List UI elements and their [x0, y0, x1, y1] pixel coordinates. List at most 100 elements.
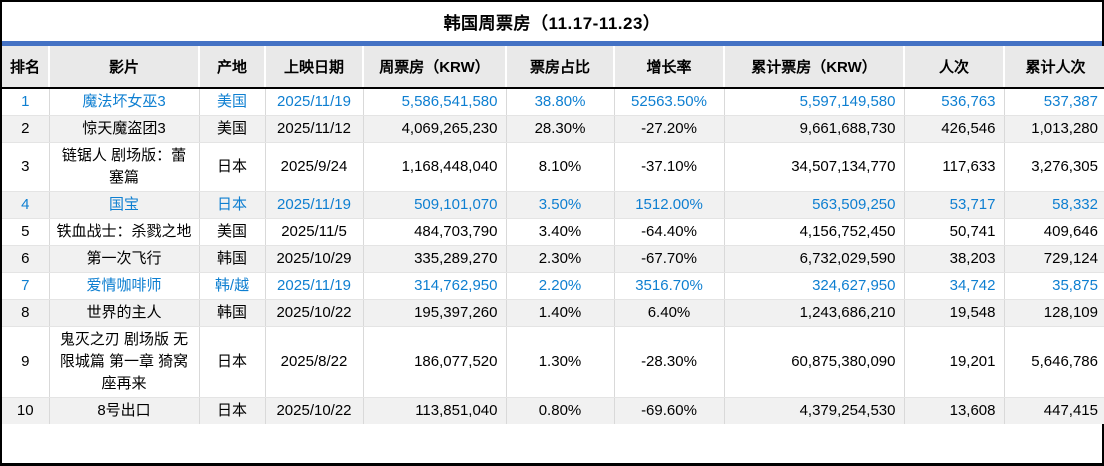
cell-origin[interactable]: 韩国 — [199, 299, 266, 327]
cell-weekly-gross[interactable]: 484,703,790 — [363, 218, 507, 246]
cell-admissions[interactable]: 536,763 — [904, 88, 1005, 116]
cell-origin[interactable]: 日本 — [199, 326, 266, 398]
cell-rank[interactable]: 3 — [2, 142, 50, 192]
column-header-share[interactable]: 票房占比 — [506, 46, 615, 89]
cell-cumulative-admissions[interactable]: 5,646,786 — [1004, 326, 1104, 398]
cell-growth[interactable]: -28.30% — [614, 326, 725, 398]
cell-rank[interactable]: 2 — [2, 115, 50, 143]
cell-share[interactable]: 3.50% — [506, 191, 615, 219]
cell-release-date[interactable]: 2025/11/12 — [265, 115, 364, 143]
cell-film[interactable]: 铁血战士：杀戮之地 — [49, 218, 200, 246]
cell-admissions[interactable]: 426,546 — [904, 115, 1005, 143]
cell-growth[interactable]: -67.70% — [614, 245, 725, 273]
cell-rank[interactable]: 9 — [2, 326, 50, 398]
cell-cumulative-gross[interactable]: 9,661,688,730 — [724, 115, 905, 143]
column-header-weekly-gross[interactable]: 周票房（KRW） — [363, 46, 507, 89]
cell-growth[interactable]: 52563.50% — [614, 88, 725, 116]
column-header-release-date[interactable]: 上映日期 — [265, 46, 364, 89]
cell-release-date[interactable]: 2025/10/22 — [265, 397, 364, 424]
cell-release-date[interactable]: 2025/11/19 — [265, 272, 364, 300]
cell-cumulative-admissions[interactable]: 1,013,280 — [1004, 115, 1104, 143]
cell-cumulative-admissions[interactable]: 729,124 — [1004, 245, 1104, 273]
cell-share[interactable]: 38.80% — [506, 88, 615, 116]
cell-film[interactable]: 第一次飞行 — [49, 245, 200, 273]
cell-admissions[interactable]: 19,548 — [904, 299, 1005, 327]
cell-growth[interactable]: 6.40% — [614, 299, 725, 327]
cell-weekly-gross[interactable]: 195,397,260 — [363, 299, 507, 327]
cell-weekly-gross[interactable]: 186,077,520 — [363, 326, 507, 398]
cell-rank[interactable]: 7 — [2, 272, 50, 300]
cell-cumulative-admissions[interactable]: 447,415 — [1004, 397, 1104, 424]
column-header-cumulative-gross[interactable]: 累计票房（KRW） — [724, 46, 905, 89]
column-header-cumulative-admissions[interactable]: 累计人次 — [1004, 46, 1104, 89]
cell-share[interactable]: 1.40% — [506, 299, 615, 327]
cell-weekly-gross[interactable]: 5,586,541,580 — [363, 88, 507, 116]
table-title[interactable]: 韩国周票房（11.17-11.23） — [2, 2, 1102, 46]
cell-release-date[interactable]: 2025/11/19 — [265, 191, 364, 219]
cell-share[interactable]: 2.20% — [506, 272, 615, 300]
cell-release-date[interactable]: 2025/10/29 — [265, 245, 364, 273]
cell-cumulative-gross[interactable]: 4,156,752,450 — [724, 218, 905, 246]
cell-film[interactable]: 8号出口 — [49, 397, 200, 424]
cell-rank[interactable]: 8 — [2, 299, 50, 327]
cell-rank[interactable]: 4 — [2, 191, 50, 219]
cell-cumulative-gross[interactable]: 5,597,149,580 — [724, 88, 905, 116]
cell-growth[interactable]: 1512.00% — [614, 191, 725, 219]
cell-film[interactable]: 惊天魔盗团3 — [49, 115, 200, 143]
cell-weekly-gross[interactable]: 113,851,040 — [363, 397, 507, 424]
cell-film[interactable]: 爱情咖啡师 — [49, 272, 200, 300]
cell-origin[interactable]: 日本 — [199, 142, 266, 192]
cell-release-date[interactable]: 2025/11/5 — [265, 218, 364, 246]
cell-weekly-gross[interactable]: 4,069,265,230 — [363, 115, 507, 143]
cell-share[interactable]: 8.10% — [506, 142, 615, 192]
cell-film[interactable]: 世界的主人 — [49, 299, 200, 327]
cell-origin[interactable]: 韩/越 — [199, 272, 266, 300]
cell-cumulative-gross[interactable]: 6,732,029,590 — [724, 245, 905, 273]
cell-admissions[interactable]: 34,742 — [904, 272, 1005, 300]
cell-weekly-gross[interactable]: 335,289,270 — [363, 245, 507, 273]
cell-admissions[interactable]: 117,633 — [904, 142, 1005, 192]
column-header-admissions[interactable]: 人次 — [904, 46, 1005, 89]
cell-film[interactable]: 魔法坏女巫3 — [49, 88, 200, 116]
cell-origin[interactable]: 美国 — [199, 115, 266, 143]
cell-growth[interactable]: -69.60% — [614, 397, 725, 424]
cell-release-date[interactable]: 2025/9/24 — [265, 142, 364, 192]
cell-share[interactable]: 2.30% — [506, 245, 615, 273]
cell-admissions[interactable]: 13,608 — [904, 397, 1005, 424]
column-header-rank[interactable]: 排名 — [2, 46, 50, 89]
cell-cumulative-admissions[interactable]: 58,332 — [1004, 191, 1104, 219]
cell-growth[interactable]: -64.40% — [614, 218, 725, 246]
cell-origin[interactable]: 日本 — [199, 397, 266, 424]
cell-share[interactable]: 1.30% — [506, 326, 615, 398]
cell-release-date[interactable]: 2025/8/22 — [265, 326, 364, 398]
cell-film[interactable]: 国宝 — [49, 191, 200, 219]
column-header-origin[interactable]: 产地 — [199, 46, 266, 89]
cell-rank[interactable]: 5 — [2, 218, 50, 246]
cell-share[interactable]: 28.30% — [506, 115, 615, 143]
cell-release-date[interactable]: 2025/10/22 — [265, 299, 364, 327]
cell-admissions[interactable]: 38,203 — [904, 245, 1005, 273]
cell-release-date[interactable]: 2025/11/19 — [265, 88, 364, 116]
cell-cumulative-admissions[interactable]: 35,875 — [1004, 272, 1104, 300]
cell-weekly-gross[interactable]: 314,762,950 — [363, 272, 507, 300]
cell-growth[interactable]: -37.10% — [614, 142, 725, 192]
cell-film[interactable]: 鬼灭之刃 剧场版 无限城篇 第一章 猗窝座再来 — [49, 326, 200, 398]
cell-origin[interactable]: 日本 — [199, 191, 266, 219]
cell-cumulative-admissions[interactable]: 409,646 — [1004, 218, 1104, 246]
cell-cumulative-gross[interactable]: 4,379,254,530 — [724, 397, 905, 424]
cell-cumulative-admissions[interactable]: 3,276,305 — [1004, 142, 1104, 192]
column-header-film[interactable]: 影片 — [49, 46, 200, 89]
cell-cumulative-gross[interactable]: 60,875,380,090 — [724, 326, 905, 398]
cell-weekly-gross[interactable]: 1,168,448,040 — [363, 142, 507, 192]
cell-rank[interactable]: 1 — [2, 88, 50, 116]
cell-origin[interactable]: 美国 — [199, 218, 266, 246]
column-header-growth[interactable]: 增长率 — [614, 46, 725, 89]
cell-origin[interactable]: 美国 — [199, 88, 266, 116]
cell-cumulative-gross[interactable]: 563,509,250 — [724, 191, 905, 219]
cell-growth[interactable]: -27.20% — [614, 115, 725, 143]
cell-admissions[interactable]: 50,741 — [904, 218, 1005, 246]
cell-admissions[interactable]: 19,201 — [904, 326, 1005, 398]
cell-share[interactable]: 3.40% — [506, 218, 615, 246]
cell-admissions[interactable]: 53,717 — [904, 191, 1005, 219]
cell-rank[interactable]: 6 — [2, 245, 50, 273]
